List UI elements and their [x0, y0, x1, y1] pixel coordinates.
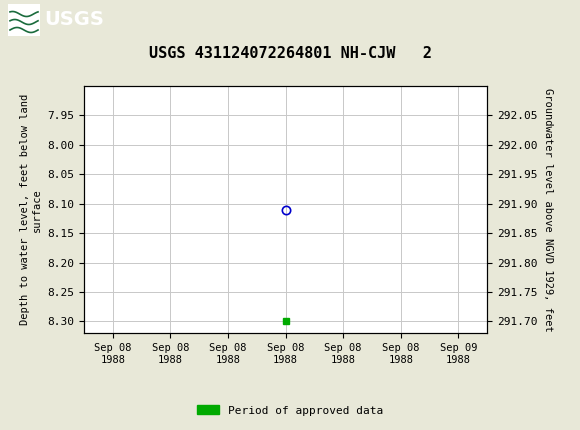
- Y-axis label: Depth to water level, feet below land
surface: Depth to water level, feet below land su…: [20, 94, 42, 325]
- Bar: [8, 4, 40, 36]
- Legend: Period of approved data: Period of approved data: [193, 401, 387, 420]
- Text: USGS: USGS: [44, 10, 104, 30]
- Y-axis label: Groundwater level above NGVD 1929, feet: Groundwater level above NGVD 1929, feet: [543, 88, 553, 332]
- Text: USGS 431124072264801 NH-CJW   2: USGS 431124072264801 NH-CJW 2: [148, 46, 432, 61]
